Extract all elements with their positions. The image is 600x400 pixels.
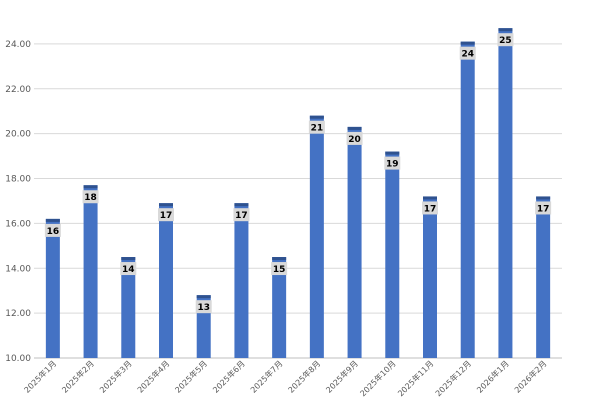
bar-cap <box>460 41 475 45</box>
bar <box>385 151 400 358</box>
y-tick-label: 16.00 <box>5 219 31 229</box>
x-tick-label: 2025年4月 <box>135 358 171 394</box>
data-label: 15 <box>273 265 286 275</box>
bar <box>234 203 249 358</box>
bar-cap <box>45 218 60 222</box>
bar <box>159 203 173 358</box>
data-label-box <box>44 223 61 237</box>
bar-cap <box>536 196 551 200</box>
bar <box>83 185 98 358</box>
x-tick-label: 2025年8月 <box>286 358 322 394</box>
data-label-box <box>346 131 363 145</box>
data-label-box <box>459 46 476 60</box>
x-tick-label: 2025年3月 <box>97 358 133 394</box>
data-label-box <box>535 201 552 215</box>
bar-cap <box>347 126 362 130</box>
data-label: 17 <box>537 204 550 214</box>
y-tick-label: 20.00 <box>5 130 31 140</box>
y-tick-label: 18.00 <box>5 175 31 185</box>
x-tick-label: 2025年9月 <box>324 358 360 394</box>
bar-cap <box>83 185 98 189</box>
y-tick-label: 14.00 <box>5 264 31 274</box>
bar-cap <box>385 151 400 155</box>
bar <box>45 218 60 358</box>
x-tick-label: 2026年1月 <box>474 358 510 394</box>
bar-cap <box>121 257 136 261</box>
bar-cap <box>234 203 249 207</box>
data-label: 17 <box>424 204 437 214</box>
bar <box>347 126 362 359</box>
x-tick-label: 2025年7月 <box>248 358 284 394</box>
data-label-box <box>233 208 250 222</box>
x-tick-label: 2026年2月 <box>512 358 548 394</box>
x-tick-label: 2025年5月 <box>173 358 209 394</box>
x-tick-label: 2025年11月 <box>395 358 435 398</box>
data-label: 16 <box>47 227 60 237</box>
bar-cap <box>196 295 211 299</box>
bar-cap <box>498 28 513 32</box>
data-label-box <box>195 300 212 314</box>
data-label: 17 <box>235 211 248 221</box>
bar <box>536 196 551 358</box>
y-tick-label: 24.00 <box>5 40 31 50</box>
data-label: 17 <box>160 211 173 221</box>
bar-cap <box>309 115 324 119</box>
x-tick-label: 2025年2月 <box>60 358 96 394</box>
data-label: 21 <box>311 124 324 134</box>
data-label: 25 <box>499 36 512 46</box>
data-label: 20 <box>348 135 361 145</box>
x-tick-label: 2025年10月 <box>358 358 398 398</box>
y-tick-label: 10.00 <box>5 354 31 364</box>
x-tick-label: 2025年6月 <box>210 358 246 394</box>
data-label: 19 <box>386 160 399 170</box>
y-tick-label: 22.00 <box>5 85 31 95</box>
data-label-box <box>422 201 438 215</box>
bar-cap <box>423 196 437 200</box>
bar <box>309 115 324 358</box>
data-label: 14 <box>122 265 135 275</box>
bar-cap <box>159 203 173 207</box>
data-label-box <box>120 262 137 276</box>
bar-cap <box>272 257 287 261</box>
data-label: 13 <box>197 303 210 313</box>
data-label-box <box>82 190 99 204</box>
data-label: 24 <box>461 50 474 60</box>
data-label-box <box>308 120 325 134</box>
bar <box>498 28 513 358</box>
data-label: 18 <box>84 193 97 203</box>
y-tick-label: 12.00 <box>5 309 31 319</box>
bar <box>460 41 475 359</box>
bar <box>121 257 136 358</box>
data-label-box <box>271 262 288 276</box>
data-label-box <box>158 208 174 222</box>
x-tick-label: 2025年12月 <box>433 358 473 398</box>
data-label-box <box>384 156 401 170</box>
data-label-box <box>497 33 514 47</box>
bar <box>423 196 437 358</box>
bar <box>272 257 287 358</box>
